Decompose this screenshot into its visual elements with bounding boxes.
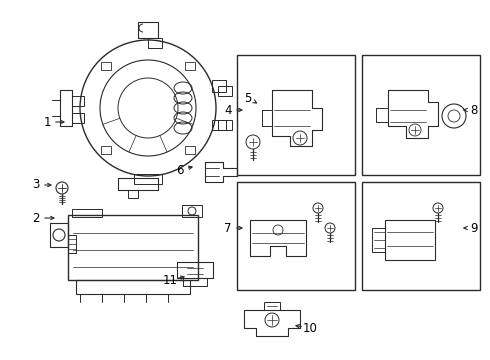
Text: 2: 2 <box>32 211 40 225</box>
Bar <box>237 55 355 175</box>
Bar <box>148 38 162 48</box>
Bar <box>72 209 102 217</box>
Bar <box>182 205 202 217</box>
Bar <box>68 215 198 280</box>
Bar <box>372 228 385 252</box>
Text: 6: 6 <box>176 163 184 176</box>
Bar <box>218 120 232 130</box>
Bar <box>100 62 111 69</box>
Text: 4: 4 <box>224 104 232 117</box>
Text: 1: 1 <box>43 116 51 129</box>
Bar <box>72 113 84 123</box>
Text: 7: 7 <box>224 221 232 234</box>
Bar <box>212 120 226 130</box>
Bar <box>100 147 111 154</box>
Bar <box>185 62 196 69</box>
Bar <box>134 174 162 184</box>
Bar <box>218 86 232 96</box>
Bar <box>362 55 480 175</box>
Bar <box>264 302 280 310</box>
Text: 5: 5 <box>245 91 252 104</box>
Text: 11: 11 <box>163 274 177 287</box>
Text: 8: 8 <box>470 104 478 117</box>
Text: 10: 10 <box>302 321 318 334</box>
Bar <box>138 22 158 38</box>
Bar <box>212 80 226 92</box>
Bar <box>385 220 435 260</box>
Bar <box>362 182 480 290</box>
Text: 3: 3 <box>32 179 40 192</box>
Bar <box>72 96 84 106</box>
Bar <box>76 280 190 294</box>
Bar <box>128 190 138 198</box>
Bar <box>68 235 76 253</box>
Bar <box>185 147 196 154</box>
Bar <box>237 182 355 290</box>
Text: 9: 9 <box>470 221 478 234</box>
